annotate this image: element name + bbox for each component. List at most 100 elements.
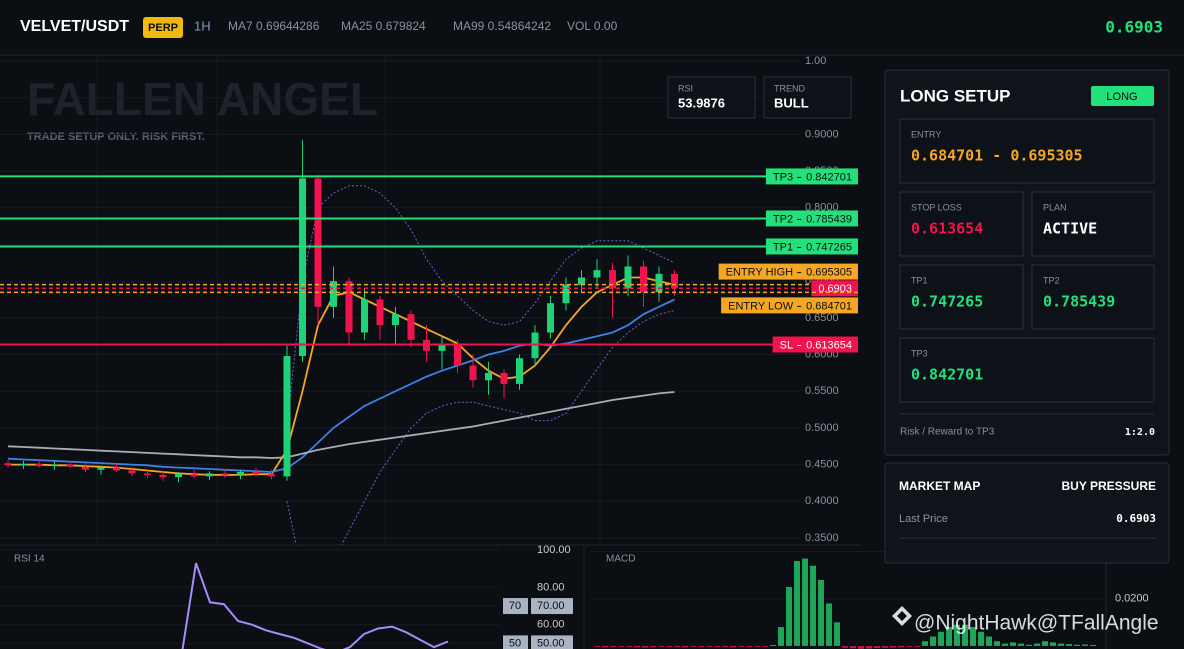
candle-body [283,356,291,477]
candle-body [593,270,601,278]
candle-body [562,284,570,304]
subtitle: TRADE SETUP ONLY. RISK FIRST. [27,131,205,143]
symbol: VELVET/USDT [20,18,129,35]
histogram-bar [1090,644,1096,646]
histogram-bar [1066,644,1072,646]
rsi-panel [0,546,580,649]
card [899,118,1155,184]
histogram-bar [674,645,680,648]
histogram-bar [1002,643,1008,646]
candle-body [407,314,415,340]
histogram-bar [978,631,984,646]
histogram-bar [698,645,704,647]
candle-body [485,372,492,381]
ma99-readout: MA99 0.54864242 [453,19,551,33]
histogram-bar [602,645,608,648]
watermark-title: FALLEN ANGEL [27,73,378,125]
y-tick-label: 1.00 [805,55,826,67]
histogram-bar [786,586,792,646]
level-name: TP2 [773,213,793,225]
histogram-bar [1042,641,1048,646]
candle-body [237,471,244,475]
y-tick-label: 0.0200 [1115,593,1149,605]
card-label: ENTRY [911,129,941,139]
level-label-bg [765,168,858,185]
badge-bg [143,17,183,38]
candle-body [35,463,43,467]
level-value: 0.747265 [806,241,852,253]
sl-value: 0.613654 [911,220,983,238]
histogram-bar [866,645,872,649]
histogram-bar [1034,643,1040,646]
last-value: 0.6903 [1116,512,1156,525]
candle-body [376,299,384,326]
candle-body [609,270,616,289]
level-label-bg [765,210,858,227]
histogram-bar [1058,643,1064,646]
y-tick-label: 100.00 [537,544,571,556]
histogram-bar [650,645,656,648]
candle-body [206,473,213,477]
indicator-line [7,391,675,459]
rr-label: Risk / Reward to TP3 [900,427,995,438]
handle: @NightHawk@TFallAngle [914,612,1159,635]
histogram-bar [610,645,616,648]
candle-body [97,467,105,470]
histogram-bar [962,624,968,646]
y-tick-label: 0.4000 [805,495,839,507]
histogram-bar [794,560,800,646]
candle-body [578,277,585,285]
card [899,337,1155,403]
candle-body [361,299,368,333]
histogram-bar [618,645,624,647]
histogram-bar [706,645,712,647]
interval[interactable]: 1H [194,18,211,33]
histogram-bar [714,645,720,647]
histogram-bar [690,645,696,647]
stat-value: BULL [774,95,809,110]
candle-body [159,474,167,478]
direction-badge: LONG [1106,91,1137,103]
stat-label: RSI [678,83,693,93]
level-label: 0.684701 ENTRY LOW [721,297,858,314]
y-tick-label: 0.5500 [805,385,839,397]
card [899,191,1024,257]
histogram-bar [842,645,848,648]
card-label: TP2 [1043,275,1060,285]
stat-box [763,76,852,119]
candle-body [500,372,508,384]
tp-value: 0.842701 [911,366,983,384]
histogram-bar [722,645,728,648]
histogram-bar [1050,642,1056,646]
histogram-bar [818,579,824,646]
tp-value: 0.747265 [911,293,983,311]
histogram-bar [826,603,832,646]
candle-body [392,314,399,326]
candle-body [299,178,306,357]
candle-body [640,266,647,293]
histogram-bar [906,645,912,647]
histogram-bar [1026,644,1032,646]
tick-label-bg [531,635,573,649]
histogram-bar [634,645,640,648]
stats: RSI 53.9876 TREND BULL [667,76,852,119]
candle-body [128,470,136,474]
level-label: 0.6903 [811,280,858,297]
card-label: TP1 [911,275,928,285]
level-badge: 50 [509,637,521,649]
market-title: MARKET MAP [899,479,980,493]
y-tick-label: 0.3500 [805,532,839,544]
rsi-line [181,562,449,649]
stat-box [667,76,756,119]
level-label-bg [718,263,858,280]
histogram-bar [594,645,600,647]
y-tick-label: 50.00 [537,637,565,649]
histogram-bar [914,645,920,647]
y-tick-label: 70.00 [537,600,565,612]
histogram-bar [1010,642,1016,646]
header: VELVET/USDT PERP 1H MA7 0.69644286 MA25 … [0,17,1184,56]
card [1031,264,1155,330]
level-badge-bg [503,635,528,649]
histogram-bar [938,631,944,646]
